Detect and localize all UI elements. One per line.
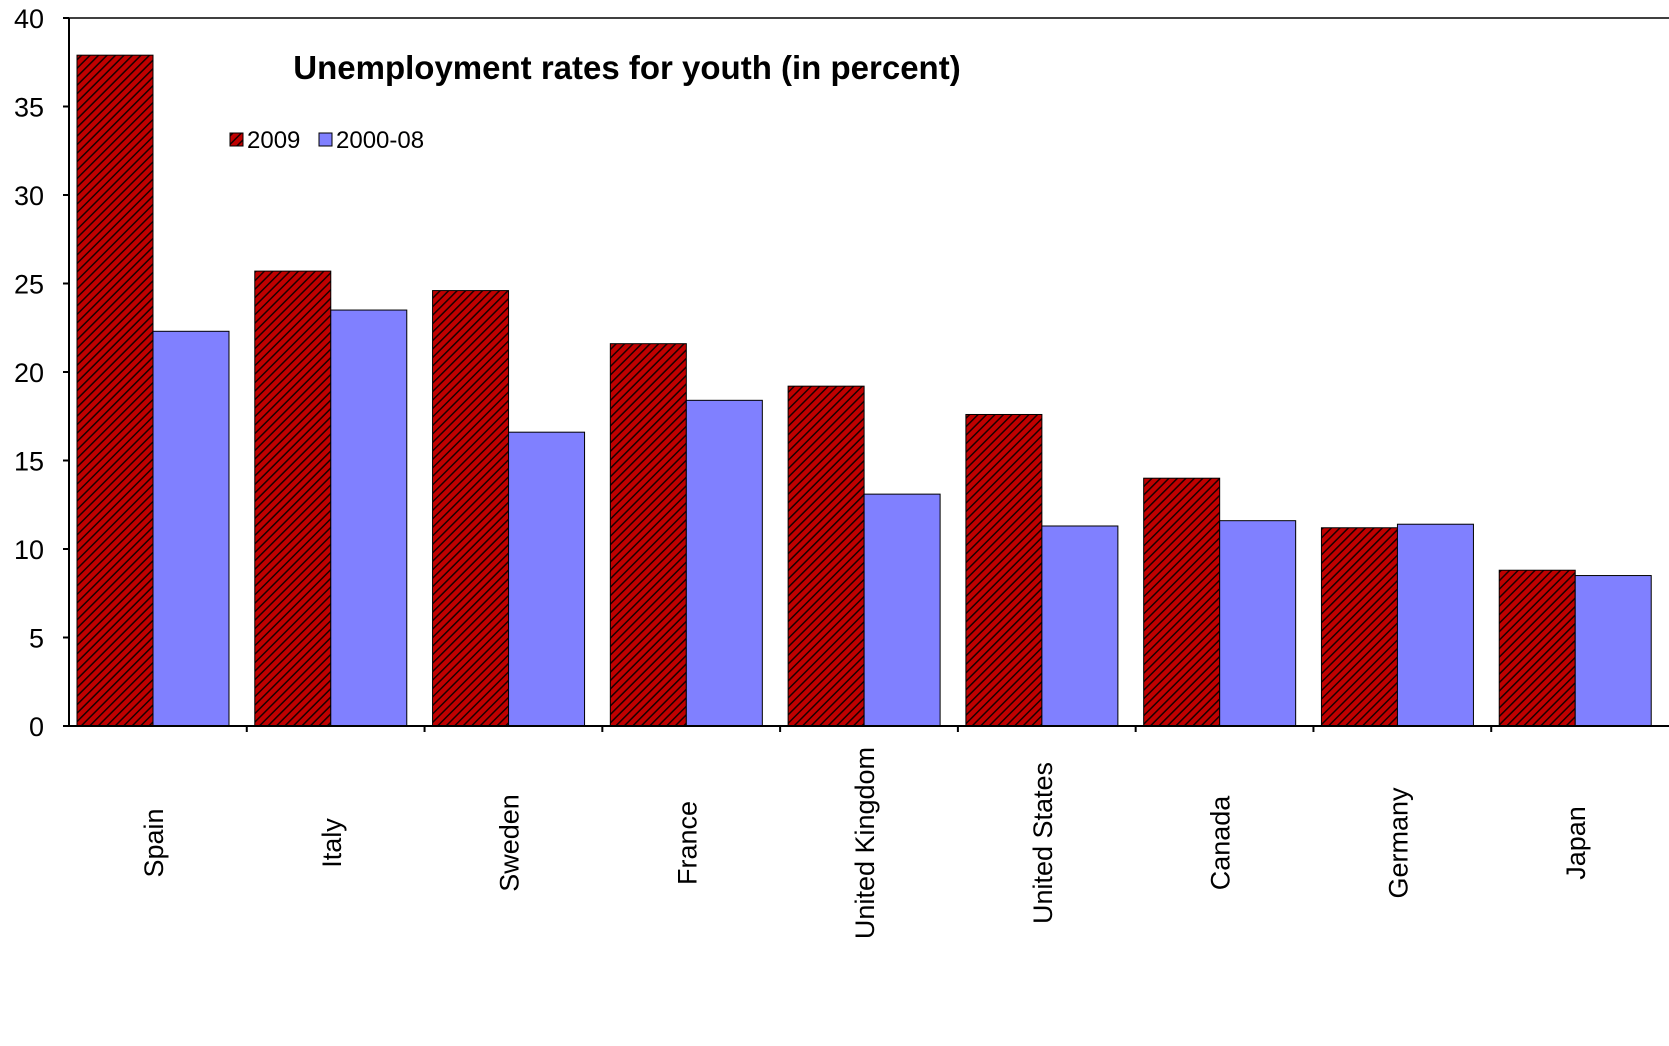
bar-2000-08-united-states <box>1041 525 1119 727</box>
y-tick-label: 40 <box>14 4 44 34</box>
legend-label-2009: 2009 <box>247 127 300 154</box>
y-tick-label: 0 <box>29 712 44 742</box>
bar-2009-spain <box>76 54 154 727</box>
bar-2009-united-states <box>965 413 1043 727</box>
y-tick-label: 20 <box>14 358 44 388</box>
bar-2009-sweden <box>432 290 510 727</box>
bar-2009-germany <box>1320 527 1398 727</box>
bar-2000-08-spain <box>152 330 230 727</box>
bar-2000-08-united-kingdom <box>863 493 941 727</box>
bar-2000-08-canada <box>1219 520 1297 727</box>
bar-2000-08-sweden <box>508 431 586 727</box>
bars-layer <box>76 54 1652 727</box>
bar-2009-united-kingdom <box>787 385 865 727</box>
y-tick-label: 5 <box>29 624 44 654</box>
legend: 2009 2000-08 <box>229 127 424 154</box>
category-label-sweden: Sweden <box>495 794 525 892</box>
category-label-germany: Germany <box>1383 787 1413 899</box>
chart-title: Unemployment rates for youth (in percent… <box>293 49 960 86</box>
x-ticks: Spain Italy Sweden France United Kingdom Unit… <box>139 726 1591 939</box>
y-tick-label: 25 <box>14 270 44 300</box>
legend-swatch-2000-08 <box>318 132 333 147</box>
y-tick-label: 30 <box>14 181 44 211</box>
bar-2000-08-france <box>685 399 763 727</box>
bar-2009-france <box>609 343 687 727</box>
y-ticks: 0 5 10 15 20 25 30 35 40 <box>14 4 69 742</box>
category-label-italy: Italy <box>317 818 347 868</box>
bar-2009-italy <box>254 270 332 727</box>
bar-2000-08-japan <box>1574 575 1652 727</box>
bar-2009-japan <box>1498 569 1576 727</box>
bar-2009-canada <box>1143 477 1221 727</box>
category-label-france: France <box>672 801 702 885</box>
category-label-canada: Canada <box>1206 795 1236 891</box>
category-label-united-states: United States <box>1028 762 1058 924</box>
bar-2000-08-italy <box>330 309 408 727</box>
category-label-japan: Japan <box>1561 806 1591 880</box>
category-label-united-kingdom: United Kingdom <box>850 747 880 939</box>
legend-label-2000-08: 2000-08 <box>336 127 424 154</box>
legend-swatch-2009 <box>229 132 244 147</box>
y-tick-label: 15 <box>14 447 44 477</box>
y-tick-label: 10 <box>14 535 44 565</box>
bar-2000-08-germany <box>1396 523 1474 727</box>
category-label-spain: Spain <box>139 808 169 877</box>
y-tick-label: 35 <box>14 93 44 123</box>
